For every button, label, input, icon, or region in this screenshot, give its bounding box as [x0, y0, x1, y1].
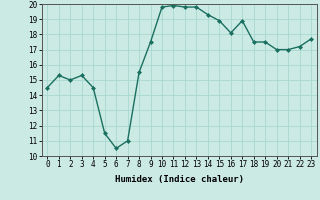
- X-axis label: Humidex (Indice chaleur): Humidex (Indice chaleur): [115, 175, 244, 184]
